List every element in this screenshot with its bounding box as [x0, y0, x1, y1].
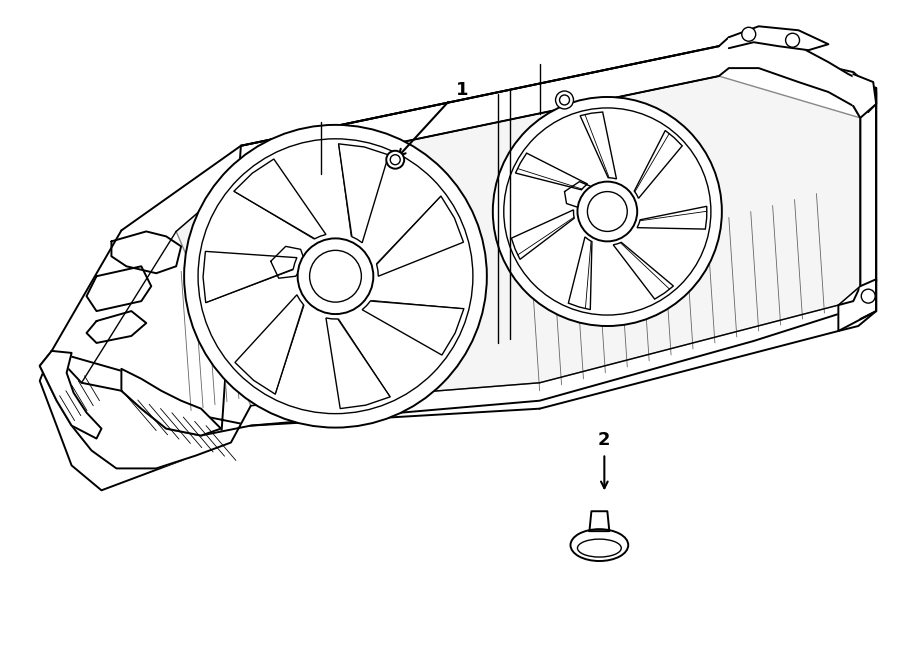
Polygon shape: [271, 247, 306, 278]
Polygon shape: [176, 76, 860, 406]
Polygon shape: [860, 279, 877, 319]
Polygon shape: [853, 74, 877, 118]
Circle shape: [298, 239, 374, 314]
Circle shape: [578, 182, 637, 241]
Polygon shape: [569, 237, 592, 309]
Circle shape: [555, 91, 573, 109]
Polygon shape: [839, 88, 877, 331]
Polygon shape: [613, 243, 673, 299]
Ellipse shape: [571, 529, 628, 561]
Polygon shape: [40, 46, 877, 490]
Circle shape: [184, 125, 487, 428]
Text: 2: 2: [598, 430, 610, 449]
Polygon shape: [590, 511, 609, 531]
Polygon shape: [203, 251, 297, 303]
Polygon shape: [338, 144, 389, 243]
Polygon shape: [511, 210, 574, 259]
Polygon shape: [362, 301, 464, 355]
Polygon shape: [40, 351, 102, 438]
Polygon shape: [634, 130, 682, 198]
Circle shape: [493, 97, 722, 326]
Polygon shape: [86, 311, 147, 343]
Circle shape: [386, 151, 404, 169]
Polygon shape: [86, 266, 151, 311]
Polygon shape: [235, 295, 303, 394]
Polygon shape: [234, 159, 326, 239]
Polygon shape: [580, 112, 616, 179]
Polygon shape: [564, 182, 593, 208]
Circle shape: [786, 33, 799, 47]
Polygon shape: [729, 26, 828, 50]
Polygon shape: [112, 231, 181, 273]
Polygon shape: [40, 351, 251, 469]
Polygon shape: [241, 32, 877, 176]
Polygon shape: [376, 196, 464, 276]
Circle shape: [742, 27, 756, 41]
Polygon shape: [516, 153, 588, 190]
Text: 1: 1: [455, 81, 468, 99]
Circle shape: [861, 289, 875, 303]
Polygon shape: [637, 206, 706, 229]
Polygon shape: [326, 318, 391, 408]
Polygon shape: [122, 369, 221, 436]
